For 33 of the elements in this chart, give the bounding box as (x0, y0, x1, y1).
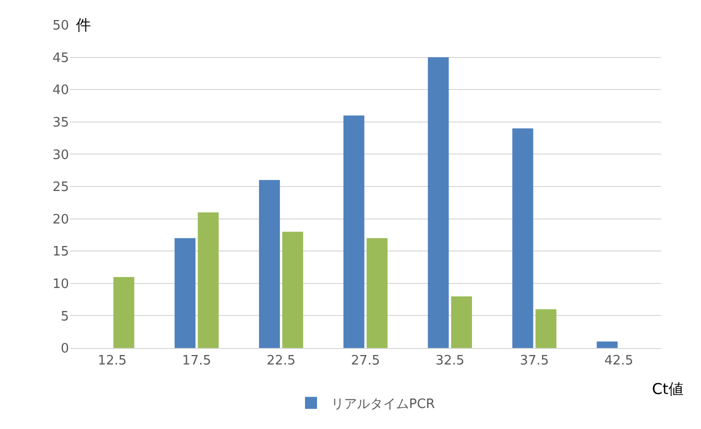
x-tick-label: 32.5 (435, 354, 464, 369)
bar (259, 180, 280, 348)
y-axis-title: 件 (76, 16, 91, 34)
y-tick-label: 25 (52, 180, 69, 196)
y-tick-label: 50 (52, 18, 69, 34)
bar (343, 115, 364, 348)
x-axis-title: Ct値 (652, 380, 684, 398)
bar (282, 232, 304, 348)
bar (113, 276, 134, 348)
y-tick-label: 20 (52, 212, 69, 228)
y-tick-label: 35 (52, 115, 69, 130)
y-tick-label: 10 (52, 276, 69, 292)
x-tick-label: 42.5 (604, 354, 634, 369)
bar (512, 128, 534, 348)
y-tick-label: 15 (52, 244, 69, 260)
y-tick-label: 5 (60, 309, 69, 324)
y-tick-label: 30 (52, 148, 69, 163)
x-tick-label: 17.5 (182, 354, 212, 369)
bar (366, 238, 388, 348)
bar (596, 342, 618, 348)
x-tick-label: 12.5 (98, 354, 127, 369)
bar (198, 212, 219, 348)
y-tick-label: 40 (52, 83, 69, 98)
x-tick-label: 27.5 (351, 354, 380, 369)
x-tick-label: 37.5 (520, 354, 549, 369)
bar (536, 309, 556, 348)
bar (451, 296, 472, 348)
bar (428, 57, 449, 348)
y-tick-label: 0 (60, 342, 69, 357)
legend-label: リアルタイムPCR (331, 396, 435, 412)
y-tick-label: 45 (52, 50, 69, 66)
x-tick-label: 22.5 (266, 354, 296, 369)
bar (174, 238, 196, 348)
